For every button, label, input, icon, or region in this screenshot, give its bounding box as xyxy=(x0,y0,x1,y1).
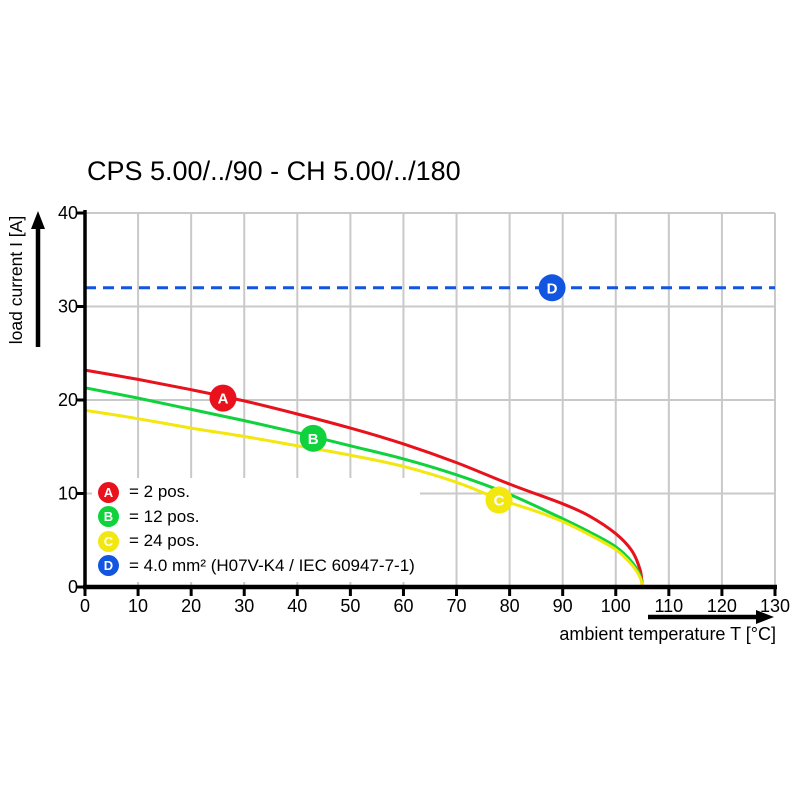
legend-marker-A-icon: A xyxy=(98,481,119,503)
y-tick-label: 0 xyxy=(68,577,78,597)
y-tick-label: 10 xyxy=(58,484,78,504)
legend-item-C: C = 24 pos. xyxy=(96,529,416,554)
x-tick-label: 10 xyxy=(128,596,148,616)
legend-marker-C-icon: C xyxy=(98,530,119,552)
x-tick-label: 110 xyxy=(654,596,683,616)
legend-item-A: A = 2 pos. xyxy=(96,480,416,505)
curve-A xyxy=(84,368,644,588)
y-tick-label: 30 xyxy=(58,297,78,317)
x-tick-label: 20 xyxy=(181,596,201,616)
y-axis-label: load current I [A] xyxy=(6,216,26,344)
x-tick-label: 80 xyxy=(500,596,520,616)
x-tick-label: 0 xyxy=(80,596,90,616)
chart-title: CPS 5.00/../90 - CH 5.00/../180 xyxy=(87,156,461,186)
x-tick-label: 60 xyxy=(393,596,413,616)
y-tick-label: 40 xyxy=(58,203,78,223)
x-tick-label: 130 xyxy=(760,596,790,616)
marker-A xyxy=(209,384,237,412)
x-tick-label: 50 xyxy=(340,596,360,616)
legend-item-D: D = 4.0 mm² (H07V-K4 / IEC 60947-7-1) xyxy=(96,554,416,579)
curve-B xyxy=(84,386,644,588)
marker-letter-D: D xyxy=(547,280,558,297)
curve-C xyxy=(84,408,644,588)
legend-label-A: = 2 pos. xyxy=(129,482,190,502)
x-tick-label: 40 xyxy=(287,596,307,616)
marker-B xyxy=(299,424,327,452)
marker-D xyxy=(538,274,566,302)
x-axis-label: ambient temperature T [°C] xyxy=(559,624,776,644)
x-tick-label: 100 xyxy=(601,596,631,616)
marker-letter-A: A xyxy=(218,391,229,408)
x-axis-arrowhead-icon xyxy=(756,610,774,624)
x-tick-label: 70 xyxy=(447,596,467,616)
legend-marker-B-icon: B xyxy=(98,506,119,528)
legend-label-D: = 4.0 mm² (H07V-K4 / IEC 60947-7-1) xyxy=(129,555,415,575)
x-tick-label: 120 xyxy=(707,596,737,616)
y-axis-arrowhead-icon xyxy=(31,211,45,229)
x-tick-label: 90 xyxy=(553,596,573,616)
y-tick-label: 20 xyxy=(58,390,78,410)
marker-letter-C: C xyxy=(494,493,505,510)
legend-item-B: B = 12 pos. xyxy=(96,505,416,530)
legend-marker-D-icon: D xyxy=(98,555,119,577)
legend-label-B: = 12 pos. xyxy=(129,506,200,526)
chart-legend: A = 2 pos. B = 12 pos. C = 24 pos. D = 4.0 mm² … xyxy=(92,478,420,582)
marker-C xyxy=(485,486,513,514)
legend-label-C: = 24 pos. xyxy=(129,531,200,551)
x-tick-label: 30 xyxy=(234,596,254,616)
marker-letter-B: B xyxy=(308,431,319,448)
